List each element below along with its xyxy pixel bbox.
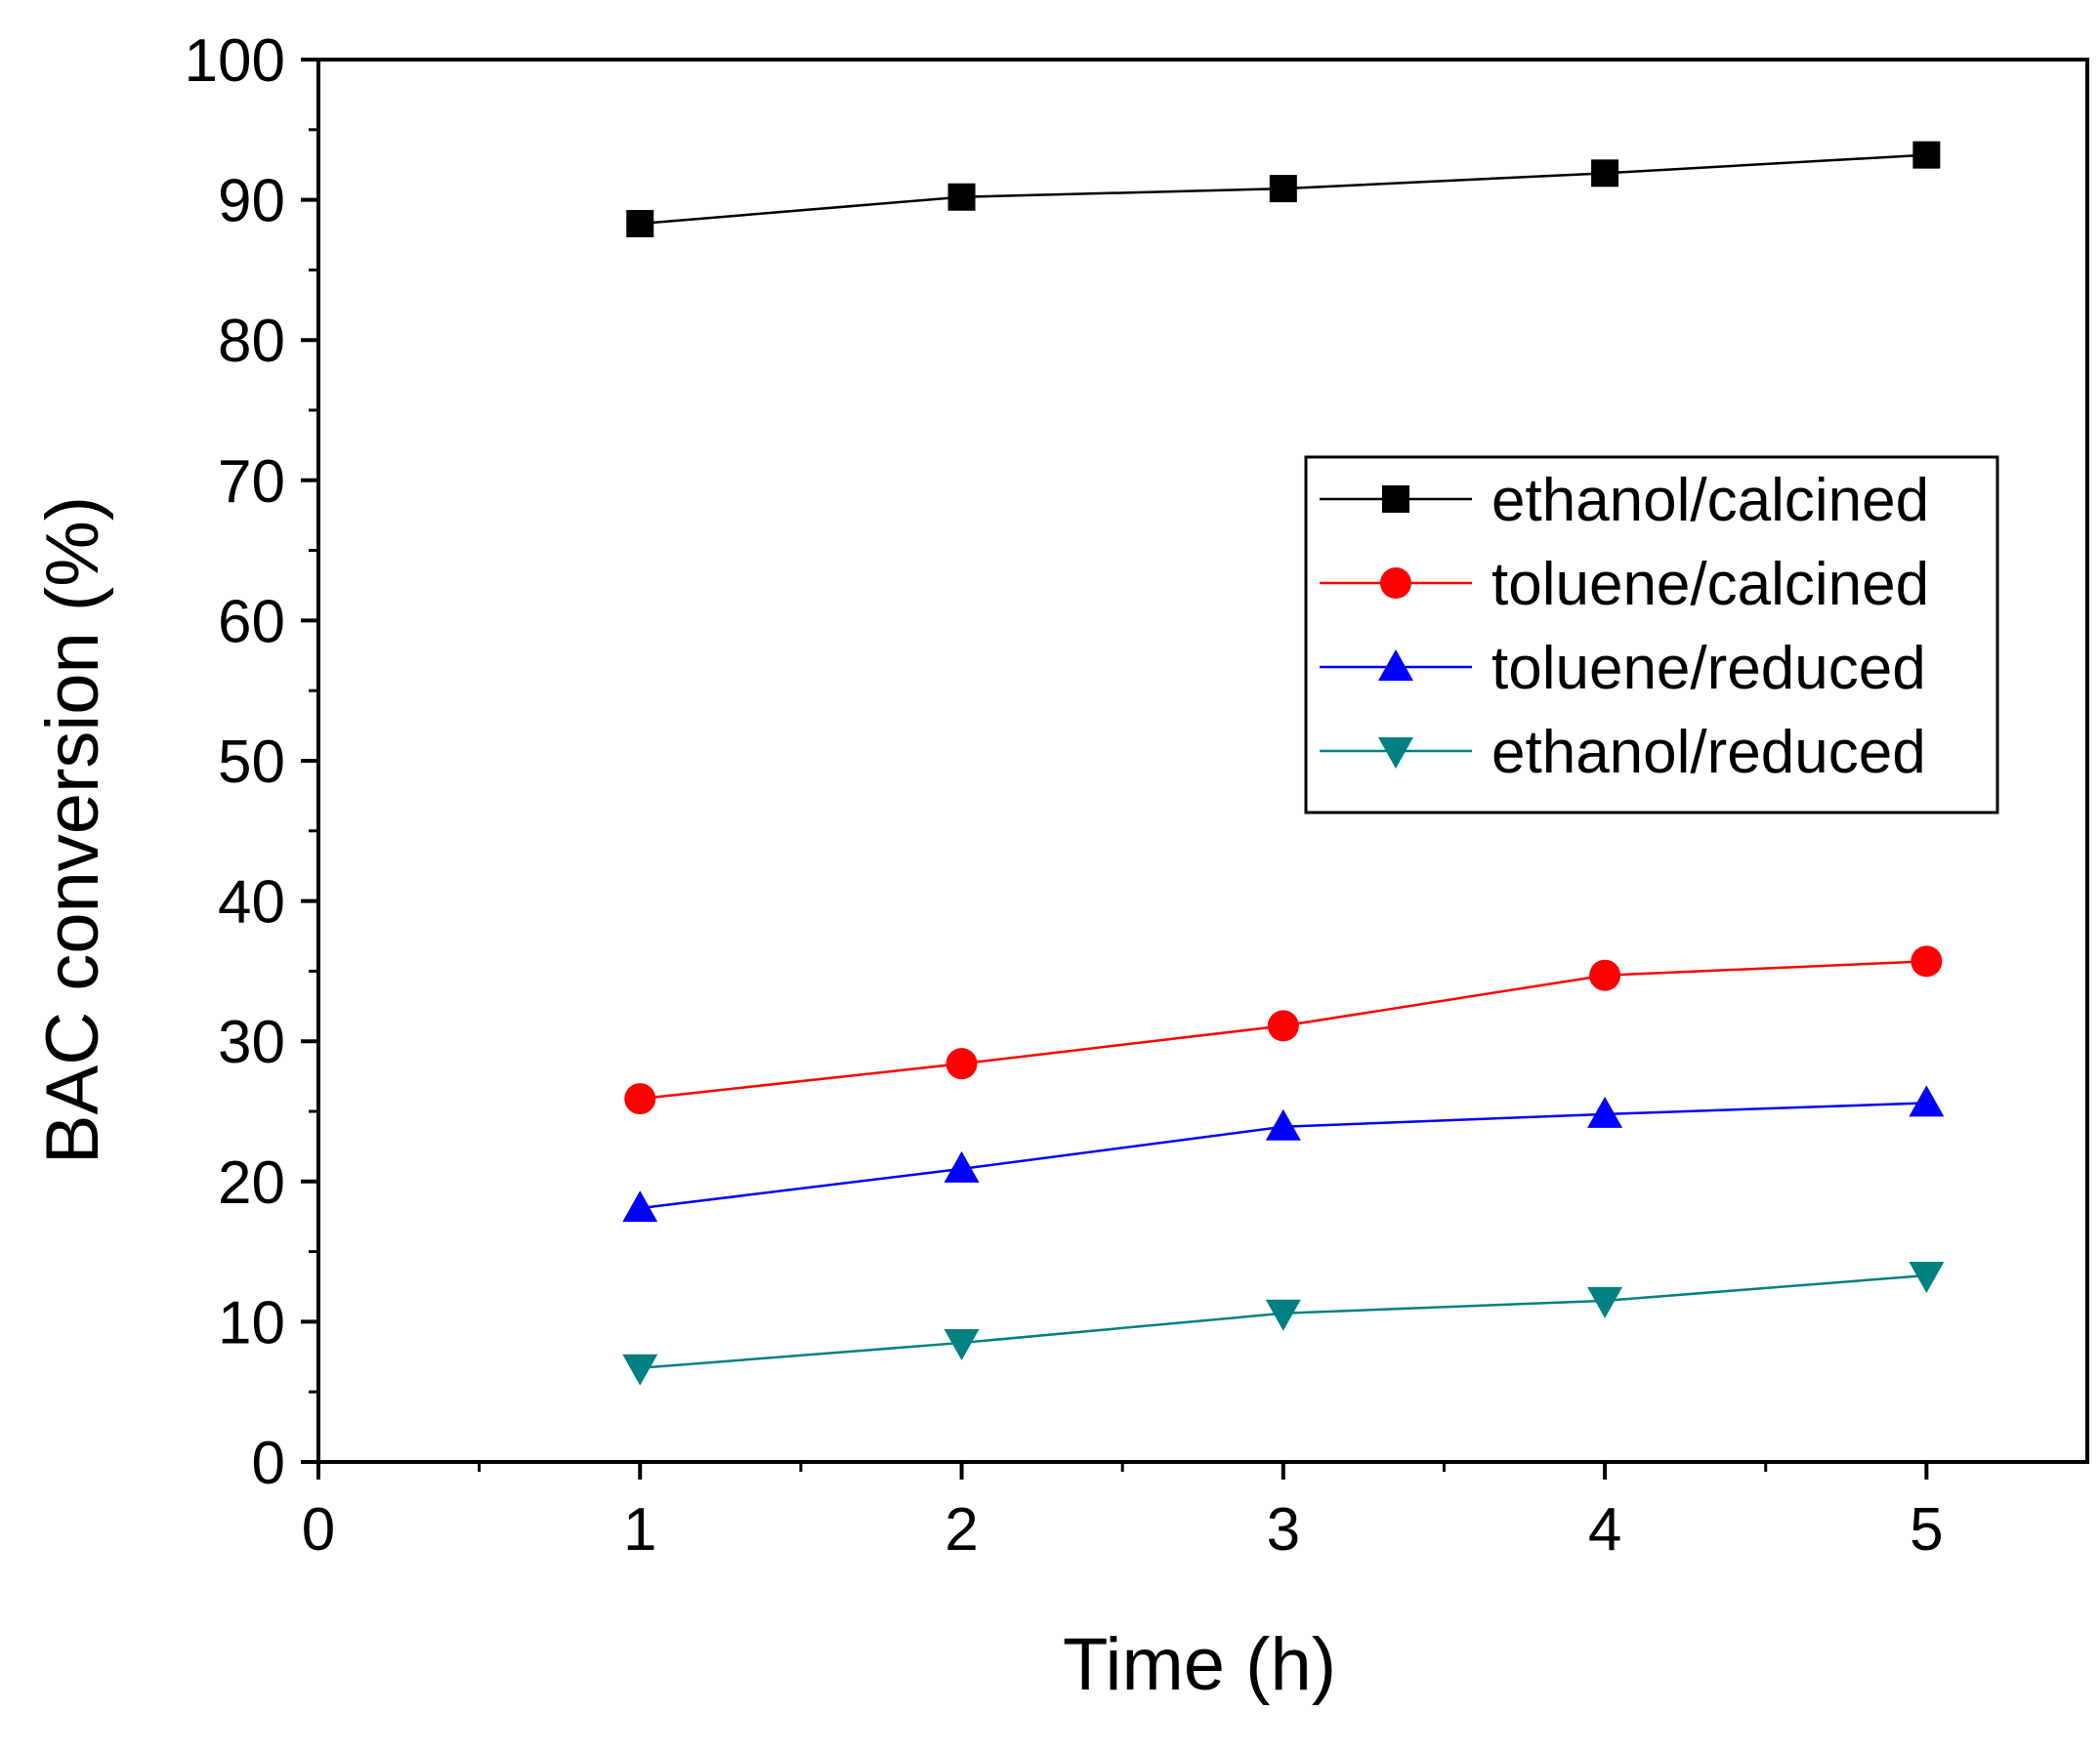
x-tick-label: 3 <box>1267 1496 1300 1564</box>
data-point <box>947 183 976 211</box>
y-tick-label: 100 <box>185 27 285 95</box>
x-tick-label: 2 <box>945 1496 978 1564</box>
legend-label: ethanol/calcined <box>1491 467 1929 534</box>
data-point <box>1591 159 1619 188</box>
x-tick-label: 4 <box>1588 1496 1621 1564</box>
legend-item: toluene/calcined <box>1320 551 1929 618</box>
data-point <box>624 1083 656 1115</box>
series-ethanol-calcined <box>626 141 1941 238</box>
data-point <box>622 1354 658 1386</box>
x-tick-label: 1 <box>623 1496 656 1564</box>
y-axis-title: BAC conversion (%) <box>31 496 114 1164</box>
y-tick-label: 30 <box>218 1009 285 1076</box>
legend-item: ethanol/calcined <box>1320 467 1929 534</box>
legend-label: ethanol/reduced <box>1491 719 1926 786</box>
data-point <box>1587 1286 1623 1318</box>
series-toluene-reduced <box>622 1085 1945 1223</box>
data-point <box>1589 959 1621 991</box>
data-point <box>1265 1299 1301 1331</box>
data-point <box>1587 1096 1623 1128</box>
y-tick-label: 50 <box>218 729 285 796</box>
legend-marker <box>1382 485 1409 513</box>
y-tick-label: 90 <box>218 168 285 235</box>
data-point <box>1909 1262 1945 1294</box>
legend-marker <box>1378 649 1413 681</box>
legend-marker <box>1380 567 1411 599</box>
data-point <box>1267 1010 1299 1042</box>
x-axis: 0 1 2 3 4 5 <box>302 1462 1944 1564</box>
y-tick-label: 70 <box>218 448 285 516</box>
legend-item: ethanol/reduced <box>1320 719 1926 786</box>
data-point <box>622 1190 658 1223</box>
y-tick-label: 0 <box>252 1430 285 1497</box>
y-tick-label: 80 <box>218 308 285 375</box>
series-toluene-calcined <box>624 945 1943 1115</box>
data-point <box>626 210 654 238</box>
legend-label: toluene/reduced <box>1491 635 1926 702</box>
y-tick-label: 10 <box>218 1289 285 1356</box>
x-tick-label: 0 <box>302 1496 335 1564</box>
data-point <box>944 1150 980 1183</box>
data-point <box>1912 141 1941 169</box>
y-tick-label: 60 <box>218 588 285 655</box>
legend: ethanol/calcined toluene/calcined toluene/… <box>1304 455 1999 814</box>
data-point <box>1909 1085 1945 1117</box>
data-point <box>1265 1108 1301 1141</box>
x-tick-label: 5 <box>1910 1496 1943 1564</box>
y-tick-label: 40 <box>218 869 285 937</box>
data-point <box>1911 945 1943 978</box>
legend-item: toluene/reduced <box>1320 635 1926 702</box>
y-tick-label: 20 <box>218 1149 285 1217</box>
data-point <box>945 1048 978 1080</box>
series-ethanol-reduced <box>622 1262 1945 1386</box>
series-layer <box>622 141 1945 1386</box>
legend-marker <box>1378 737 1413 769</box>
data-point <box>1269 175 1297 203</box>
legend-box <box>1304 455 1999 814</box>
x-axis-title: Time (h) <box>1063 1623 1336 1706</box>
legend-label: toluene/calcined <box>1491 551 1929 618</box>
data-point <box>944 1328 980 1360</box>
y-axis: 0 10 20 30 40 50 60 70 80 90 100 <box>185 27 318 1497</box>
